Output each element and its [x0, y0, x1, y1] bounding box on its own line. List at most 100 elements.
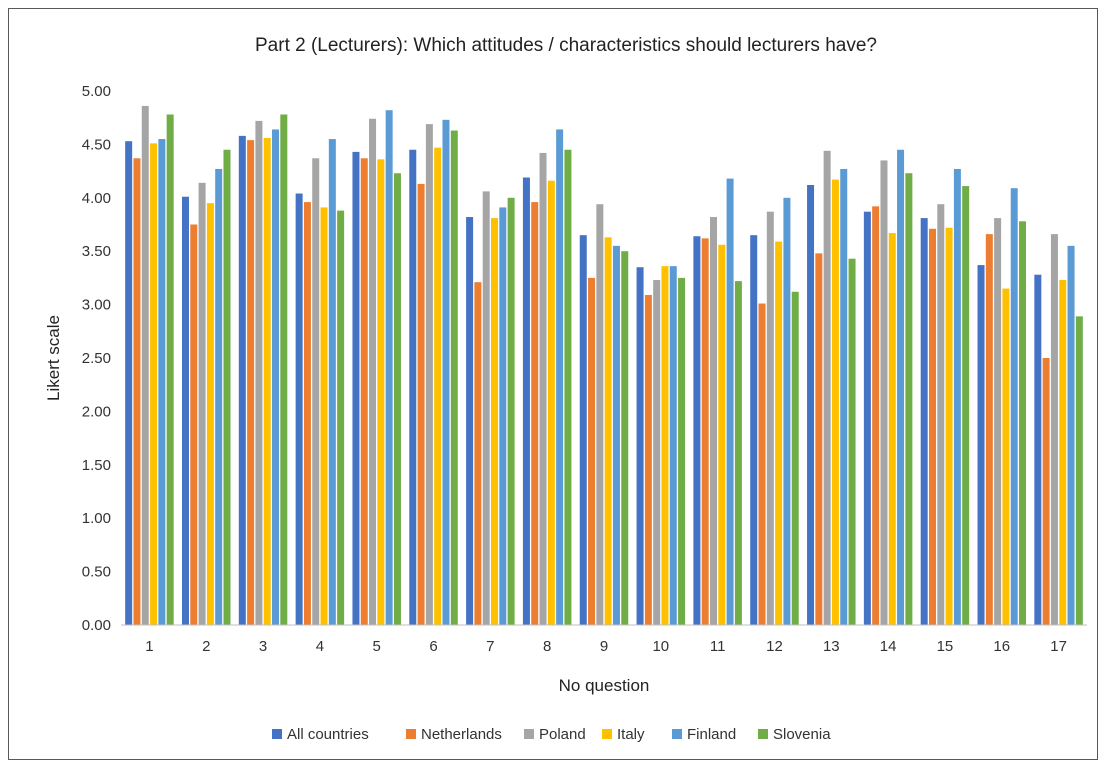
bar-poland — [937, 204, 945, 625]
bar-finland — [158, 139, 166, 625]
bar-slovenia — [734, 281, 742, 625]
y-tick-label: 4.00 — [82, 190, 111, 207]
bar-poland — [596, 204, 604, 625]
y-tick-label: 2.50 — [82, 350, 111, 367]
y-tick-label: 4.50 — [82, 136, 111, 153]
bar-all-countries — [636, 267, 644, 625]
bar-all-countries — [409, 149, 417, 626]
bar-slovenia — [450, 130, 458, 625]
bar-all-countries — [807, 184, 815, 625]
bar-italy — [1059, 280, 1067, 625]
bar-poland — [255, 120, 263, 626]
chart-title: Part 2 (Lecturers): Which attitudes / ch… — [255, 35, 877, 56]
x-tick-label: 1 — [145, 638, 153, 655]
bar-italy — [831, 179, 839, 626]
y-tick-label: 0.50 — [82, 564, 111, 581]
y-tick-label: 5.00 — [82, 83, 111, 100]
legend: All countries Netherlands Poland Italy Finla… — [272, 726, 831, 743]
bar-slovenia — [1075, 316, 1083, 625]
bar-finland — [726, 178, 734, 626]
x-tick-label: 8 — [543, 638, 551, 655]
legend-label: Netherlands — [421, 726, 502, 743]
bar-all-countries — [920, 218, 928, 626]
bar-slovenia — [507, 197, 515, 626]
bar-poland — [823, 150, 831, 626]
y-tick-label: 1.50 — [82, 457, 111, 474]
bar-all-countries — [750, 235, 758, 625]
legend-swatch — [272, 729, 282, 739]
bar-italy — [718, 244, 726, 626]
x-tick-label: 10 — [652, 638, 669, 655]
bar-slovenia — [621, 251, 629, 625]
bar-italy — [945, 227, 953, 626]
bar-italy — [263, 137, 271, 625]
x-tick-label: 16 — [993, 638, 1010, 655]
bar-italy — [888, 233, 896, 625]
legend-swatch — [602, 729, 612, 739]
bar-italy — [377, 159, 385, 626]
bar-italy — [661, 266, 669, 625]
x-tick-label: 6 — [429, 638, 437, 655]
bar-slovenia — [337, 210, 345, 625]
bar-slovenia — [905, 173, 913, 625]
bar-netherlands — [360, 158, 368, 625]
bar-all-countries — [579, 235, 587, 625]
bars — [125, 105, 1083, 626]
chart-frame: Part 2 (Lecturers): Which attitudes / ch… — [8, 8, 1098, 760]
bar-slovenia — [678, 277, 686, 625]
bar-finland — [385, 110, 393, 625]
x-tick-label: 3 — [259, 638, 267, 655]
bar-finland — [897, 149, 905, 626]
y-tick-label: 2.00 — [82, 403, 111, 420]
bar-poland — [312, 158, 320, 625]
legend-label: Finland — [687, 726, 736, 743]
bar-all-countries — [693, 236, 701, 626]
legend-swatch — [406, 729, 416, 739]
y-axis-title: Likert scale — [44, 315, 63, 401]
bar-slovenia — [564, 149, 572, 626]
bar-finland — [1010, 188, 1018, 626]
bar-finland — [442, 119, 450, 625]
bar-slovenia — [1019, 221, 1027, 625]
bar-italy — [434, 147, 442, 625]
bar-all-countries — [466, 217, 474, 626]
bar-netherlands — [133, 158, 141, 625]
bar-all-countries — [977, 265, 985, 625]
x-axis-title: No question — [559, 676, 650, 695]
bar-italy — [1002, 288, 1010, 625]
bar-netherlands — [303, 202, 311, 625]
bar-italy — [491, 218, 499, 626]
legend-swatch — [524, 729, 534, 739]
bar-poland — [482, 191, 490, 625]
bar-netherlands — [1042, 358, 1050, 625]
bar-all-countries — [125, 141, 133, 626]
bar-italy — [206, 203, 214, 625]
bar-all-countries — [352, 151, 360, 625]
bar-poland — [880, 160, 888, 626]
bar-italy — [320, 207, 328, 626]
bar-chart: Part 2 (Lecturers): Which attitudes / ch… — [44, 35, 1087, 743]
bar-slovenia — [962, 186, 970, 625]
x-tick-label: 11 — [710, 638, 726, 655]
bar-slovenia — [848, 258, 856, 625]
x-tick-label: 4 — [316, 638, 324, 655]
bar-poland — [198, 182, 206, 625]
bar-netherlands — [588, 277, 596, 625]
bar-slovenia — [791, 291, 799, 625]
bar-finland — [783, 197, 791, 626]
legend-label: Slovenia — [773, 726, 831, 743]
bar-finland — [840, 168, 848, 626]
x-tick-label: 7 — [486, 638, 494, 655]
bar-poland — [141, 105, 149, 625]
bar-netherlands — [474, 282, 482, 625]
y-tick-label: 3.00 — [82, 297, 111, 314]
x-tick-label: 12 — [766, 638, 783, 655]
x-tick-label: 2 — [202, 638, 210, 655]
bar-poland — [425, 124, 433, 625]
bar-poland — [994, 218, 1002, 626]
x-tick-label: 15 — [937, 638, 954, 655]
bar-netherlands — [815, 253, 823, 625]
x-tick-label: 13 — [823, 638, 840, 655]
bar-all-countries — [863, 211, 871, 625]
bar-netherlands — [758, 303, 766, 625]
